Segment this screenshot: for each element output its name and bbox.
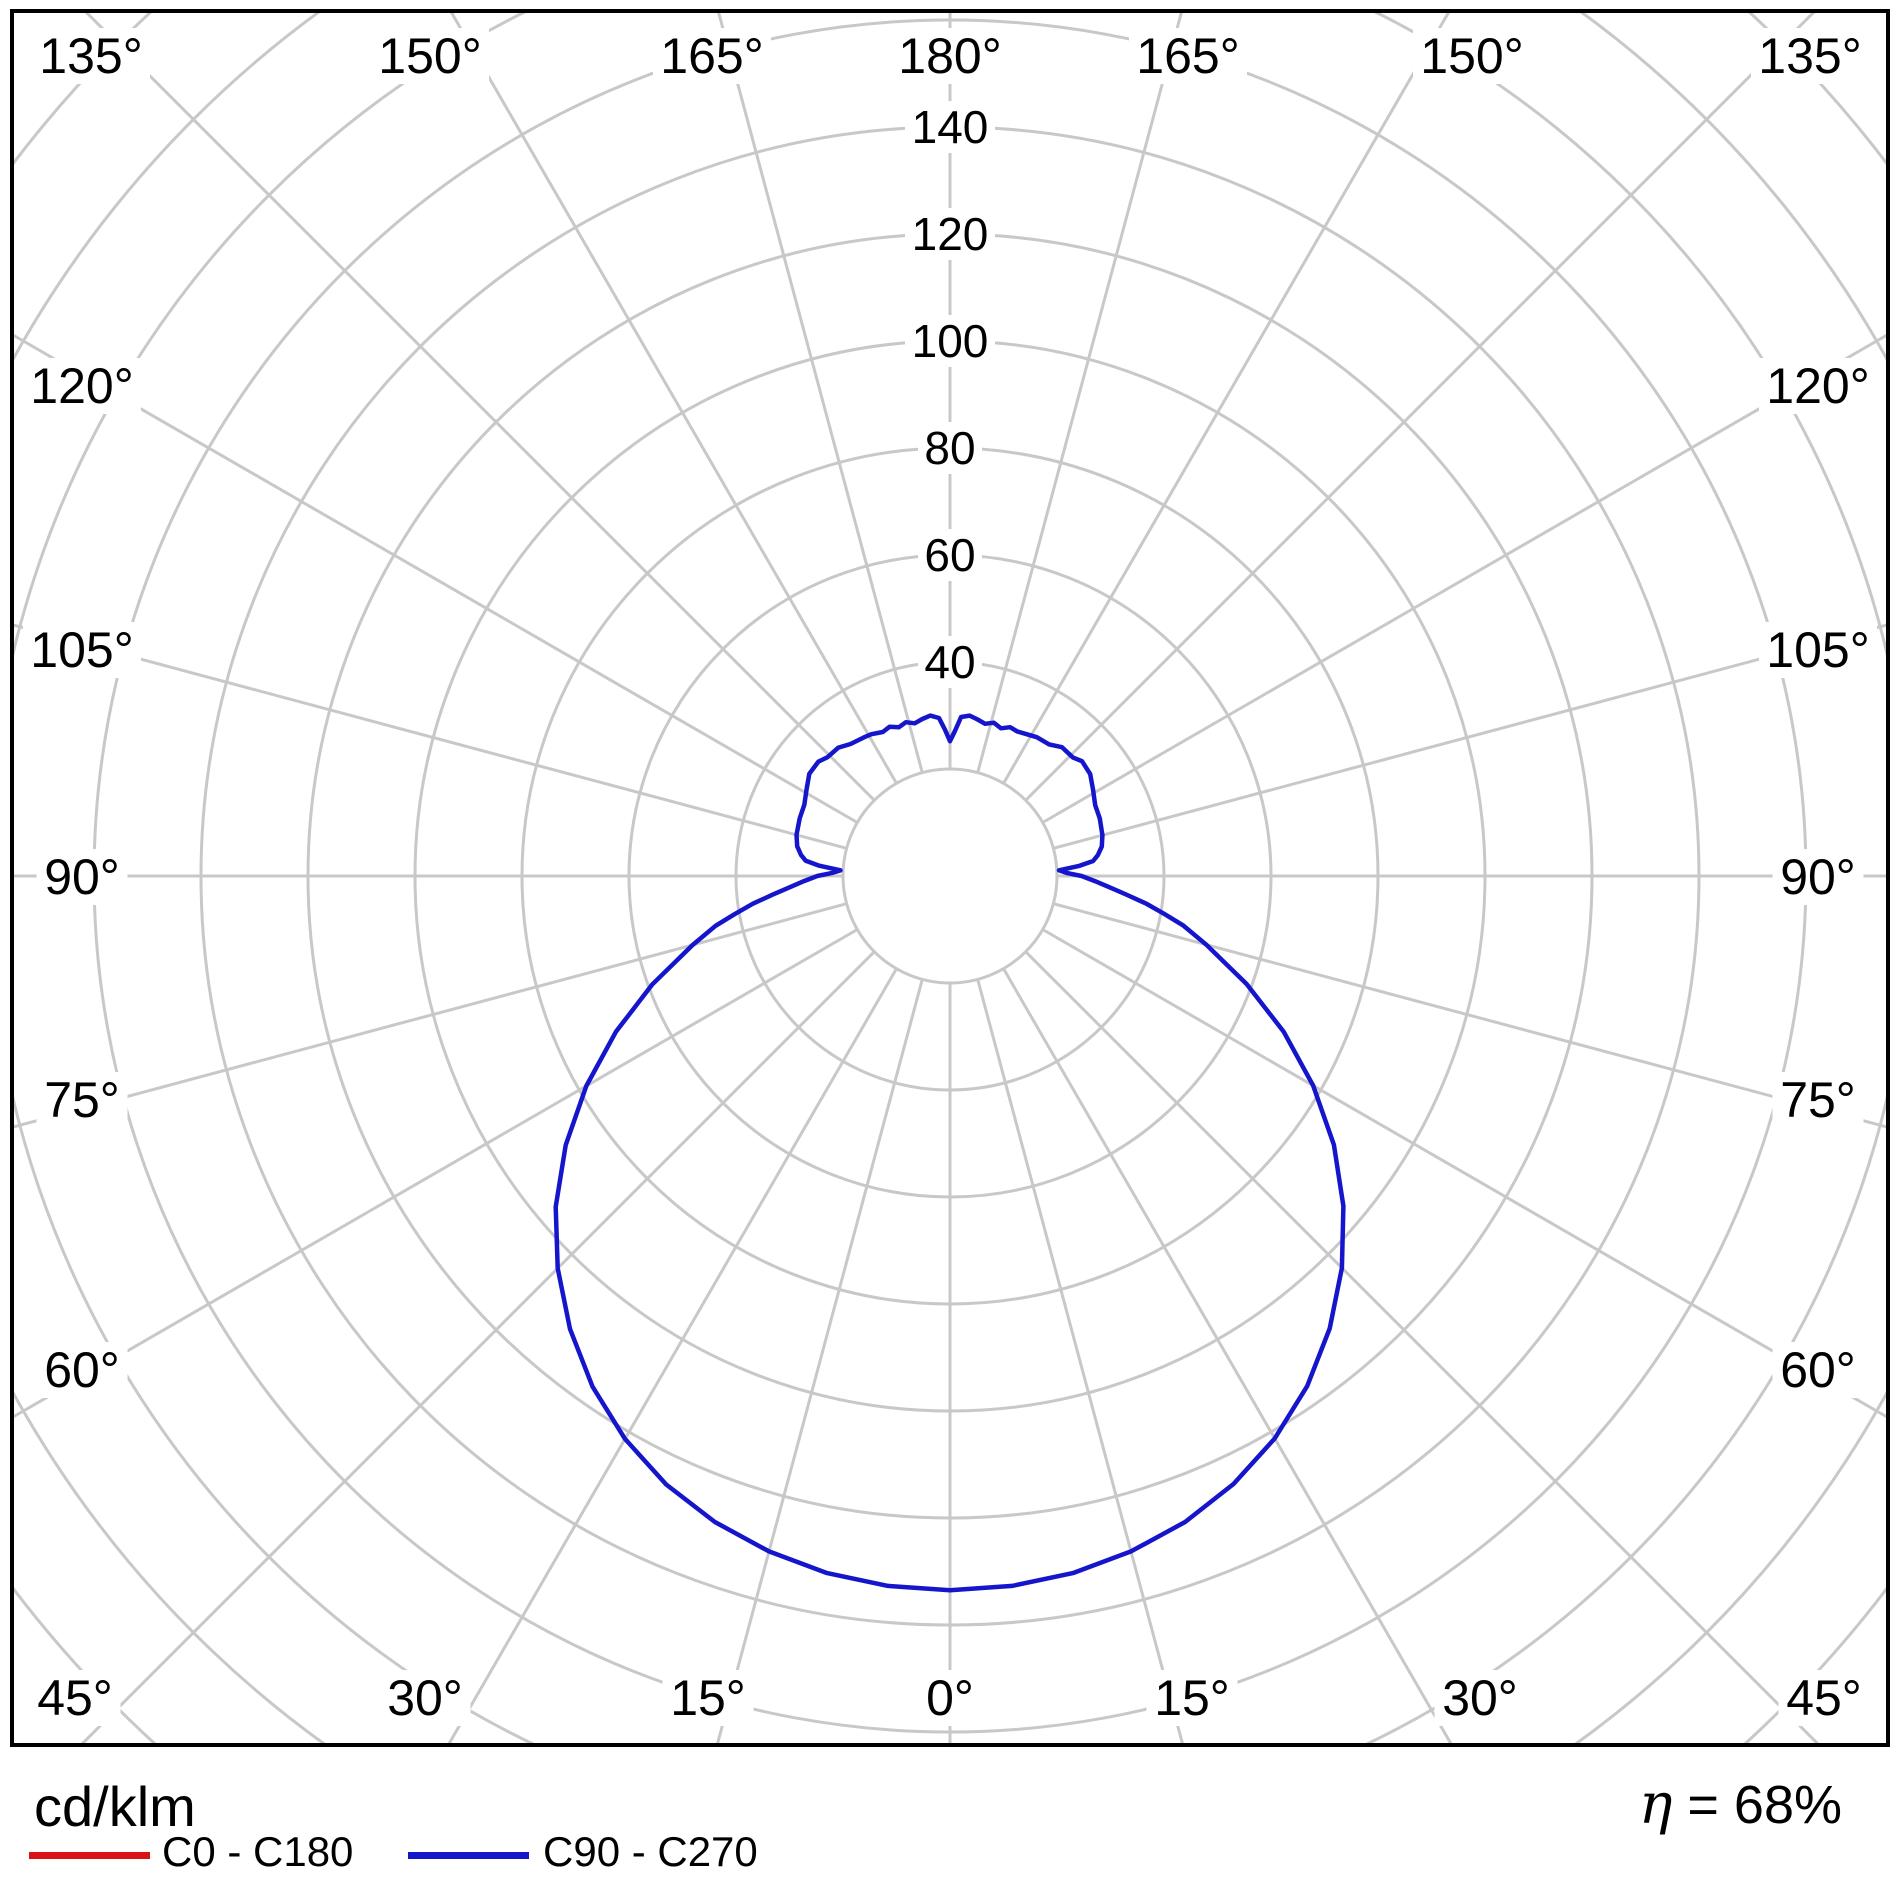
grid-spoke-135 bbox=[1024, 11, 1818, 802]
angle-label-17: 45° bbox=[37, 1670, 113, 1726]
angle-label-11: 60° bbox=[44, 1342, 120, 1398]
grid-spoke-315 bbox=[78, 950, 876, 1745]
eta-symbol: η bbox=[1638, 1772, 1673, 1837]
angle-label-22: 30° bbox=[1442, 1670, 1518, 1726]
grid-spoke-15 bbox=[976, 978, 1185, 1745]
legend: C0 - C180 C90 - C270 bbox=[0, 1828, 1900, 1898]
grid-spoke-165 bbox=[976, 11, 1184, 774]
angle-halo-16 bbox=[1772, 1342, 1864, 1398]
angle-label-9: 90° bbox=[44, 849, 120, 905]
angle-label-13: 105° bbox=[1766, 622, 1869, 678]
angle-halo-12 bbox=[1759, 358, 1877, 414]
angle-halo-3 bbox=[891, 28, 1009, 84]
grid-spoke-330 bbox=[446, 967, 898, 1745]
legend-label-c90-c270: C90 - C270 bbox=[543, 1828, 758, 1875]
angle-label-2: 165° bbox=[660, 28, 763, 84]
radial-tick-40: 40 bbox=[924, 636, 975, 688]
grid-spoke-60 bbox=[1041, 928, 1888, 1420]
angle-halo-15 bbox=[1772, 1072, 1864, 1128]
grid-spoke-30 bbox=[1002, 967, 1454, 1745]
angle-halo-6 bbox=[1751, 28, 1869, 84]
angle-halo-22 bbox=[1434, 1670, 1526, 1726]
eta-value: = 68% bbox=[1672, 1775, 1842, 1835]
units-label: cd/klm bbox=[34, 1775, 196, 1838]
efficiency-label: η = 68% bbox=[1639, 1772, 1842, 1837]
tick-halo-40 bbox=[918, 636, 982, 688]
angle-halo-2 bbox=[653, 28, 771, 84]
radial-tick-140: 140 bbox=[912, 101, 989, 153]
legend-swatch-c0-c180 bbox=[29, 1852, 150, 1859]
tick-halo-120 bbox=[905, 208, 995, 260]
grid-spoke-300 bbox=[12, 928, 859, 1420]
grid-spoke-285 bbox=[12, 902, 848, 1129]
curve-C90-C270 bbox=[553, 713, 1346, 1593]
tick-halo-140 bbox=[905, 101, 995, 153]
angle-label-18: 30° bbox=[387, 1670, 463, 1726]
grid-spoke-255 bbox=[12, 623, 848, 850]
angle-labels: 135° 150° 165° 180° 165° 150° 135° 120° 105° 90° 7… bbox=[23, 28, 1877, 1726]
angle-label-0: 135° bbox=[39, 28, 142, 84]
tick-halo-100 bbox=[905, 315, 995, 367]
grid-spoke-45 bbox=[1024, 950, 1822, 1745]
intensity-curves bbox=[553, 713, 1346, 1593]
angle-label-21: 15° bbox=[1154, 1670, 1230, 1726]
angle-label-20: 0° bbox=[926, 1670, 974, 1726]
grid-spoke-240 bbox=[12, 332, 859, 824]
angle-halo-0 bbox=[32, 28, 150, 84]
grid-spoke-105 bbox=[1052, 623, 1888, 850]
angle-halo-18 bbox=[379, 1670, 471, 1726]
angle-halo-8 bbox=[23, 622, 141, 678]
angle-label-10: 75° bbox=[44, 1072, 120, 1128]
angle-label-3: 180° bbox=[898, 28, 1001, 84]
angle-label-5: 150° bbox=[1420, 28, 1523, 84]
legend-swatch-c90-c270 bbox=[408, 1852, 529, 1859]
angle-halo-19 bbox=[662, 1670, 754, 1726]
angle-halo-9 bbox=[36, 849, 128, 905]
angle-label-1: 150° bbox=[378, 28, 481, 84]
plot-border bbox=[10, 9, 1890, 1747]
angle-label-7: 120° bbox=[30, 358, 133, 414]
angle-halo-21 bbox=[1146, 1670, 1238, 1726]
angle-halo-1 bbox=[371, 28, 489, 84]
tick-halo-80 bbox=[918, 422, 982, 474]
angle-halo-4 bbox=[1129, 28, 1247, 84]
angle-label-15: 75° bbox=[1780, 1072, 1856, 1128]
angle-label-19: 15° bbox=[670, 1670, 746, 1726]
grid-spoke-345 bbox=[715, 978, 924, 1745]
radial-tick-80: 80 bbox=[924, 422, 975, 474]
angle-label-6: 135° bbox=[1758, 28, 1861, 84]
angle-label-23: 45° bbox=[1786, 1670, 1862, 1726]
legend-label-c0-c180: C0 - C180 bbox=[162, 1828, 354, 1875]
angle-halo-23 bbox=[1778, 1670, 1870, 1726]
angle-halo-17 bbox=[29, 1670, 121, 1726]
radial-tick-60: 60 bbox=[924, 529, 975, 581]
angle-label-4: 165° bbox=[1136, 28, 1239, 84]
radial-tick-labels: 40 60 80 100 120 140 bbox=[905, 101, 995, 688]
grid-spoke-225 bbox=[82, 11, 876, 802]
grid-spoke-195 bbox=[716, 11, 924, 774]
angle-halo-5 bbox=[1413, 28, 1531, 84]
grid-spoke-75 bbox=[1052, 902, 1888, 1129]
tick-halo-60 bbox=[918, 529, 982, 581]
angle-halo-10 bbox=[36, 1072, 128, 1128]
radial-tick-120: 120 bbox=[912, 208, 989, 260]
grid-ring-20 bbox=[841, 767, 1059, 985]
angle-label-8: 105° bbox=[30, 622, 133, 678]
grid-spoke-210 bbox=[448, 11, 898, 785]
grid-spoke-120 bbox=[1041, 332, 1888, 824]
angle-label-14: 90° bbox=[1780, 849, 1856, 905]
radial-tick-100: 100 bbox=[912, 315, 989, 367]
grid-spoke-150 bbox=[1002, 11, 1452, 785]
angle-halo-7 bbox=[23, 358, 141, 414]
angle-halo-20 bbox=[918, 1670, 982, 1726]
angle-label-16: 60° bbox=[1780, 1342, 1856, 1398]
angle-halo-13 bbox=[1759, 622, 1877, 678]
angle-label-12: 120° bbox=[1766, 358, 1869, 414]
angle-halo-11 bbox=[36, 1342, 128, 1398]
angle-halo-14 bbox=[1772, 849, 1864, 905]
